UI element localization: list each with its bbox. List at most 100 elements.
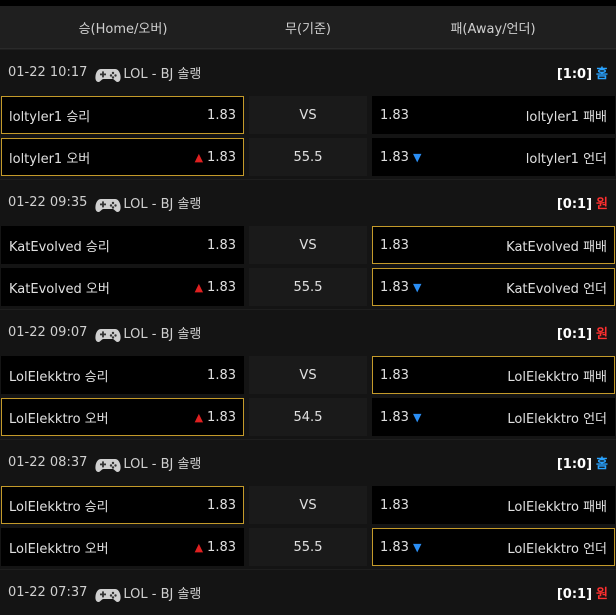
- gamepad-icon: [95, 67, 121, 83]
- away-bet-button[interactable]: 1.83 KatEvolved 패배: [372, 226, 615, 264]
- match-time: 01-22 10:17: [8, 65, 88, 80]
- handicap-value: 55.5: [293, 539, 323, 555]
- odds-value: 1.83: [380, 237, 409, 253]
- match-time: 01-22 09:35: [8, 195, 88, 210]
- bet-option-label: KatEvolved 승리: [9, 239, 110, 255]
- arrow-down-icon: ▼: [412, 540, 422, 554]
- match-block: 01-22 10:17 LOL - BJ 솔랭 [1:0] 홈 loltyler1 승…: [0, 49, 616, 179]
- match-header: 01-22 10:17 LOL - BJ 솔랭 [1:0] 홈: [0, 49, 616, 95]
- match-score: [0:1]: [556, 587, 593, 602]
- column-header: 승(Home/오버) 무(기준) 패(Away/언더): [0, 6, 616, 49]
- away-bet-button[interactable]: 1.83 ▼ LolElekktro 언더: [372, 398, 615, 436]
- away-bet-button[interactable]: 1.83 LolElekktro 패배: [372, 356, 615, 394]
- bet-row: loltyler1 승리 1.83 VS 1.83 loltyler1 패배: [0, 95, 616, 137]
- bet-option-label: KatEvolved 패배: [506, 239, 607, 255]
- odds-value: 1.83: [207, 497, 236, 513]
- home-bet-button[interactable]: LolElekktro 오버 ▲ 1.83: [1, 398, 244, 436]
- odds-value: 1.83: [380, 149, 409, 165]
- bet-row: KatEvolved 승리 1.83 VS 1.83 KatEvolved 패배: [0, 225, 616, 267]
- match-time: 01-22 07:37: [8, 585, 88, 600]
- odds-value: 1.83: [207, 539, 236, 555]
- handicap-cell: VS: [249, 356, 367, 394]
- home-bet-button[interactable]: KatEvolved 오버 ▲ 1.83: [1, 268, 244, 306]
- handicap-cell: VS: [249, 226, 367, 264]
- league-name: LOL - BJ 솔랭: [123, 327, 202, 342]
- away-bet-button[interactable]: 1.83 LolElekktro 패배: [372, 486, 615, 524]
- odds-value: 1.83: [380, 367, 409, 383]
- odds-value: 1.83: [380, 107, 409, 123]
- arrow-up-icon: ▲: [194, 150, 204, 164]
- draw-column-label: 무(기준): [284, 21, 332, 37]
- outcome-badge: 홈: [596, 457, 608, 472]
- gamepad-icon: [95, 587, 121, 603]
- away-bet-button[interactable]: 1.83 ▼ KatEvolved 언더: [372, 268, 615, 306]
- home-bet-button[interactable]: LolElekktro 승리 1.83: [1, 356, 244, 394]
- handicap-value: VS: [299, 497, 317, 513]
- bet-option-label: loltyler1 언더: [525, 151, 607, 167]
- match-result: [0:1] 원: [557, 193, 608, 212]
- arrow-down-icon: ▼: [412, 150, 422, 164]
- handicap-cell: VS: [249, 96, 367, 134]
- handicap-value: 54.5: [293, 409, 323, 425]
- bet-option-label: LolElekktro 승리: [9, 369, 109, 385]
- match-block: 01-22 07:37 LOL - BJ 솔랭 [0:1] 원: [0, 569, 616, 615]
- home-bet-button[interactable]: loltyler1 오버 ▲ 1.83: [1, 138, 244, 176]
- bet-row: loltyler1 오버 ▲ 1.83 55.5 1.83 ▼ loltyler1 언더: [0, 137, 616, 179]
- gamepad-icon: [95, 197, 121, 213]
- home-bet-button[interactable]: loltyler1 승리 1.83: [1, 96, 244, 134]
- away-column-label: 패(Away/언더): [450, 21, 536, 37]
- gamepad-icon: [95, 327, 121, 343]
- match-header: 01-22 07:37 LOL - BJ 솔랭 [0:1] 원: [0, 569, 616, 615]
- home-bet-button[interactable]: LolElekktro 승리 1.83: [1, 486, 244, 524]
- match-result: [1:0] 홈: [557, 453, 608, 472]
- bet-option-label: loltyler1 오버: [9, 151, 91, 167]
- home-bet-button[interactable]: LolElekktro 오버 ▲ 1.83: [1, 528, 244, 566]
- odds-value: 1.83: [207, 149, 236, 165]
- match-time: 01-22 08:37: [8, 455, 88, 470]
- arrow-up-icon: ▲: [194, 280, 204, 294]
- match-result: [1:0] 홈: [557, 63, 608, 82]
- match-result: [0:1] 원: [557, 323, 608, 342]
- home-bet-button[interactable]: KatEvolved 승리 1.83: [1, 226, 244, 264]
- bet-option-label: KatEvolved 오버: [9, 281, 110, 297]
- handicap-cell: 55.5: [249, 268, 367, 306]
- away-bet-button[interactable]: 1.83 ▼ LolElekktro 언더: [372, 528, 615, 566]
- arrow-up-icon: ▲: [194, 540, 204, 554]
- outcome-badge: 원: [596, 327, 608, 342]
- bet-option-label: LolElekktro 언더: [507, 411, 607, 427]
- bet-option-label: loltyler1 패배: [525, 109, 607, 125]
- handicap-cell: 55.5: [249, 138, 367, 176]
- match-time: 01-22 09:07: [8, 325, 88, 340]
- odds-value: 1.83: [380, 409, 409, 425]
- match-score: [1:0]: [556, 457, 593, 472]
- handicap-value: VS: [299, 237, 317, 253]
- odds-value: 1.83: [207, 107, 236, 123]
- match-header: 01-22 08:37 LOL - BJ 솔랭 [1:0] 홈: [0, 439, 616, 485]
- league-name: LOL - BJ 솔랭: [123, 587, 202, 602]
- match-block: 01-22 09:35 LOL - BJ 솔랭 [0:1] 원 KatEvolved …: [0, 179, 616, 309]
- handicap-value: 55.5: [293, 149, 323, 165]
- odds-value: 1.83: [380, 279, 409, 295]
- match-score: [0:1]: [556, 197, 593, 212]
- bet-option-label: LolElekktro 승리: [9, 499, 109, 515]
- match-header: 01-22 09:07 LOL - BJ 솔랭 [0:1] 원: [0, 309, 616, 355]
- outcome-badge: 홈: [596, 67, 608, 82]
- league-name: LOL - BJ 솔랭: [123, 67, 202, 82]
- match-score: [1:0]: [556, 67, 593, 82]
- handicap-value: VS: [299, 367, 317, 383]
- gamepad-icon: [95, 457, 121, 473]
- arrow-up-icon: ▲: [194, 410, 204, 424]
- handicap-cell: VS: [249, 486, 367, 524]
- arrow-down-icon: ▼: [412, 280, 422, 294]
- bet-option-label: LolElekktro 오버: [9, 541, 109, 557]
- bet-option-label: LolElekktro 패배: [507, 369, 607, 385]
- away-bet-button[interactable]: 1.83 ▼ loltyler1 언더: [372, 138, 615, 176]
- odds-value: 1.83: [207, 367, 236, 383]
- bet-option-label: LolElekktro 오버: [9, 411, 109, 427]
- away-bet-button[interactable]: 1.83 loltyler1 패배: [372, 96, 615, 134]
- match-result: [0:1] 원: [557, 583, 608, 602]
- bet-row: LolElekktro 오버 ▲ 1.83 55.5 1.83 ▼ LolElekktro …: [0, 527, 616, 569]
- odds-value: 1.83: [380, 497, 409, 513]
- bet-row: LolElekktro 승리 1.83 VS 1.83 LolElekktro 패배: [0, 485, 616, 527]
- top-bar: [0, 0, 616, 6]
